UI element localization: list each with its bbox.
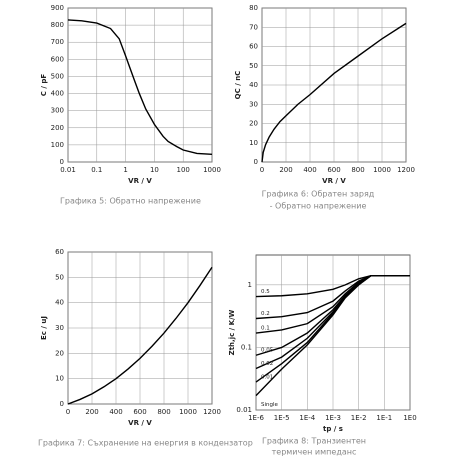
curve <box>261 22 407 163</box>
x-tick-label: 1200 <box>397 166 415 174</box>
y-tick-label: 0 <box>60 400 64 408</box>
y-tick-label: 1 <box>248 281 252 289</box>
y-tick-label: 200 <box>51 124 64 132</box>
y-axis-label: QC / nC <box>234 71 242 100</box>
x-axis-label: VR / V <box>128 177 152 185</box>
y-tick-label: 400 <box>51 90 64 98</box>
x-tick-label: 1E-5 <box>274 414 290 422</box>
y-tick-label: 60 <box>249 43 258 51</box>
caption: - Обратно напрежение <box>270 202 367 211</box>
x-tick-label: 1E-3 <box>325 414 341 422</box>
x-tick-label: 200 <box>85 408 98 416</box>
x-tick-label: 600 <box>327 166 340 174</box>
x-tick-label: 10 <box>150 166 159 174</box>
curve <box>255 275 410 397</box>
caption: Графика 6: Обратен заряд <box>262 190 375 199</box>
y-tick-label: 80 <box>249 4 258 12</box>
y-axis-label: Ec / uJ <box>40 316 48 340</box>
y-tick-label: 0.01 <box>236 406 252 414</box>
y-tick-label: 0 <box>60 158 64 166</box>
caption: Графика 5: Обратно напрежение <box>60 197 201 206</box>
y-axis-label: C / pF <box>40 74 48 97</box>
y-tick-label: 40 <box>55 299 64 307</box>
x-tick-label: 1E-6 <box>248 414 264 422</box>
caption: Графика 7: Съхранение на енергия в конде… <box>38 439 253 448</box>
curve-label: 0.2 <box>261 311 270 317</box>
y-tick-label: 10 <box>249 139 258 147</box>
x-tick-label: 100 <box>177 166 190 174</box>
x-tick-label: 1000 <box>203 166 221 174</box>
x-tick-label: 400 <box>109 408 122 416</box>
curve-label: Single <box>261 402 279 408</box>
x-tick-label: 1E-4 <box>299 414 315 422</box>
x-axis-label: VR / V <box>128 419 152 427</box>
curve-label: 0.02 <box>261 361 273 367</box>
x-tick-label: 0.01 <box>60 166 76 174</box>
y-tick-label: 20 <box>249 120 258 128</box>
y-tick-label: 100 <box>51 141 64 149</box>
y-tick-label: 600 <box>51 55 64 63</box>
x-tick-label: 1200 <box>203 408 221 416</box>
y-tick-label: 800 <box>51 21 64 29</box>
curve-label: 0.1 <box>261 326 270 332</box>
x-tick-label: 0.1 <box>91 166 102 174</box>
caption: термичен импеданс <box>272 448 357 457</box>
plot-area <box>67 7 213 163</box>
x-tick-label: 0 <box>260 166 264 174</box>
y-tick-label: 0 <box>254 158 258 166</box>
y-tick-label: 900 <box>51 4 64 12</box>
curve-label: 0.01 <box>261 375 273 381</box>
x-tick-label: 800 <box>351 166 364 174</box>
y-tick-label: 700 <box>51 38 64 46</box>
x-tick-label: 0 <box>66 408 70 416</box>
y-tick-label: 30 <box>55 324 64 332</box>
curve-label: 0.05 <box>261 348 274 354</box>
x-tick-label: 1000 <box>373 166 391 174</box>
y-tick-label: 300 <box>51 107 64 115</box>
x-tick-label: 400 <box>303 166 316 174</box>
y-tick-label: 500 <box>51 72 64 80</box>
y-tick-label: 60 <box>55 248 64 256</box>
y-tick-label: 30 <box>249 100 258 108</box>
x-tick-label: 800 <box>157 408 170 416</box>
y-tick-label: 20 <box>55 349 64 357</box>
x-tick-label: 1 <box>123 166 127 174</box>
curve <box>67 19 213 155</box>
x-tick-label: 200 <box>279 166 292 174</box>
y-tick-label: 40 <box>249 81 258 89</box>
y-tick-label: 10 <box>55 375 64 383</box>
x-axis-label: tp / s <box>323 425 343 433</box>
x-axis-label: VR / V <box>322 177 346 185</box>
caption: Графика 8: Транзиентен <box>262 437 366 446</box>
y-tick-label: 50 <box>55 273 64 281</box>
y-axis-label: Zth,jc / K/W <box>228 309 236 355</box>
y-tick-label: 50 <box>249 62 258 70</box>
curve-label: 0.5 <box>261 289 270 295</box>
x-tick-label: 1E-1 <box>376 414 392 422</box>
x-tick-label: 1E-2 <box>351 414 367 422</box>
x-tick-label: 1E0 <box>403 414 416 422</box>
x-tick-label: 600 <box>133 408 146 416</box>
y-tick-label: 70 <box>249 23 258 31</box>
curve <box>67 266 213 405</box>
y-tick-label: 0.1 <box>241 343 252 351</box>
x-tick-label: 1000 <box>179 408 197 416</box>
